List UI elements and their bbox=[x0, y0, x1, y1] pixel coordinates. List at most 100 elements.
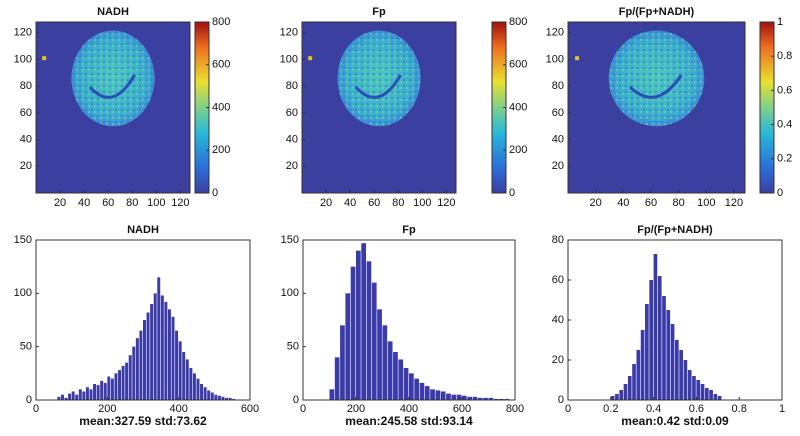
histogram-bar bbox=[499, 398, 504, 400]
histogram-bar bbox=[178, 341, 182, 400]
frame bbox=[567, 21, 746, 194]
x-tick-label: 120 bbox=[171, 197, 189, 209]
histogram-bar bbox=[345, 293, 351, 400]
y-tick-label: 20 bbox=[552, 160, 564, 172]
histogram-bar bbox=[96, 385, 100, 400]
histogram-bar bbox=[153, 293, 157, 400]
histogram-bar bbox=[160, 295, 164, 400]
histogram-bar bbox=[387, 341, 393, 400]
histogram-bar bbox=[114, 373, 118, 400]
histogram-bar bbox=[709, 390, 713, 400]
histogram-bar bbox=[350, 266, 356, 400]
y-tick-label: 40 bbox=[20, 133, 32, 145]
histogram-bar bbox=[687, 370, 692, 400]
histogram-bar bbox=[393, 352, 398, 400]
histogram-bar bbox=[636, 350, 641, 400]
x-tick-label: 400 bbox=[400, 403, 418, 415]
histogram-bar bbox=[214, 394, 218, 400]
histogram-bar bbox=[472, 396, 478, 400]
histogram-bar bbox=[692, 376, 696, 400]
histogram-bar bbox=[118, 370, 121, 400]
y-tick-label: 120 bbox=[546, 27, 564, 39]
y-tick-label: 20 bbox=[552, 354, 564, 366]
histogram-bar bbox=[700, 384, 705, 400]
histogram-bar bbox=[382, 325, 388, 400]
histogram-bar bbox=[435, 390, 441, 400]
histogram-bar bbox=[666, 310, 671, 400]
x-axis-label: mean:327.59 std:73.62 bbox=[79, 414, 207, 428]
y-tick-label: 40 bbox=[286, 133, 298, 145]
histogram-bar bbox=[75, 394, 79, 400]
histogram-bar bbox=[713, 394, 718, 400]
colorbar-tick-label: 0.8 bbox=[777, 50, 792, 62]
y-tick-label: 80 bbox=[552, 80, 564, 92]
tissue-texture bbox=[71, 30, 155, 127]
chart-title: NADH bbox=[97, 6, 129, 18]
histogram-bar bbox=[679, 350, 683, 400]
histogram-bar bbox=[704, 388, 709, 400]
colorbar-tick-label: 400 bbox=[212, 101, 230, 113]
y-tick-label: 20 bbox=[286, 160, 298, 172]
histogram-bar bbox=[610, 396, 615, 400]
histogram-bar bbox=[424, 386, 430, 400]
histogram-bar bbox=[110, 378, 114, 400]
histogram-bar bbox=[107, 376, 111, 400]
x-tick-label: 100 bbox=[697, 197, 715, 209]
colorbar-tick-label: 200 bbox=[212, 144, 230, 156]
marker-spot bbox=[42, 56, 47, 61]
histogram-bar bbox=[446, 393, 451, 400]
y-tick-label: 100 bbox=[281, 287, 299, 299]
histogram-bar bbox=[419, 382, 425, 400]
x-tick-label: 20 bbox=[320, 197, 332, 209]
histogram-bar bbox=[210, 392, 214, 400]
x-tick-label: 60 bbox=[368, 197, 380, 209]
x-tick-label: 60 bbox=[645, 197, 657, 209]
colorbar-tick-label: 0 bbox=[777, 187, 783, 199]
frame bbox=[35, 239, 251, 401]
histogram-bar bbox=[670, 324, 675, 400]
x-tick-label: 400 bbox=[169, 403, 187, 415]
colorbar-tick-label: 0.6 bbox=[777, 84, 792, 96]
colorbar-tick-label: 0.4 bbox=[777, 119, 792, 131]
histogram-bar bbox=[615, 394, 619, 400]
colorbar-tick-label: 0 bbox=[212, 187, 218, 199]
x-tick-label: 0 bbox=[565, 403, 571, 415]
chart-title: Fp bbox=[372, 6, 386, 18]
x-tick-label: 20 bbox=[590, 197, 602, 209]
x-tick-label: 20 bbox=[54, 197, 66, 209]
y-tick-label: 40 bbox=[552, 133, 564, 145]
x-tick-label: 600 bbox=[453, 403, 471, 415]
x-axis-label: mean:245.58 std:93.14 bbox=[345, 414, 473, 428]
x-tick-label: 0.8 bbox=[732, 403, 747, 415]
histogram-bar bbox=[662, 296, 666, 400]
x-tick-label: 80 bbox=[126, 197, 138, 209]
x-tick-label: 40 bbox=[78, 197, 90, 209]
x-tick-label: 200 bbox=[347, 403, 365, 415]
y-tick-label: 150 bbox=[14, 234, 32, 246]
x-tick-label: 40 bbox=[344, 197, 356, 209]
histogram-bar bbox=[414, 378, 419, 400]
histogram-bar bbox=[225, 397, 228, 400]
y-tick-label: 100 bbox=[280, 53, 298, 65]
histogram-bar bbox=[121, 365, 125, 400]
x-tick-label: 1 bbox=[779, 403, 785, 415]
histogram-bar bbox=[221, 396, 225, 400]
y-tick-label: 50 bbox=[20, 341, 32, 353]
tissue-texture bbox=[337, 30, 421, 127]
y-tick-label: 60 bbox=[286, 107, 298, 119]
histogram-bar bbox=[135, 338, 139, 400]
histogram-bar bbox=[645, 304, 649, 400]
histogram-bar bbox=[185, 359, 189, 400]
histogram-bar bbox=[146, 312, 150, 400]
tissue-feature bbox=[88, 74, 136, 99]
histogram-bar bbox=[132, 346, 136, 400]
x-tick-label: 100 bbox=[147, 197, 165, 209]
histogram-bar bbox=[696, 380, 701, 400]
marker-spot bbox=[575, 56, 580, 61]
histogram-bar bbox=[366, 261, 372, 400]
histogram-bar bbox=[640, 330, 645, 400]
x-tick-label: 800 bbox=[506, 403, 524, 415]
x-tick-label: 0 bbox=[300, 403, 306, 415]
histogram-bar bbox=[334, 357, 340, 400]
